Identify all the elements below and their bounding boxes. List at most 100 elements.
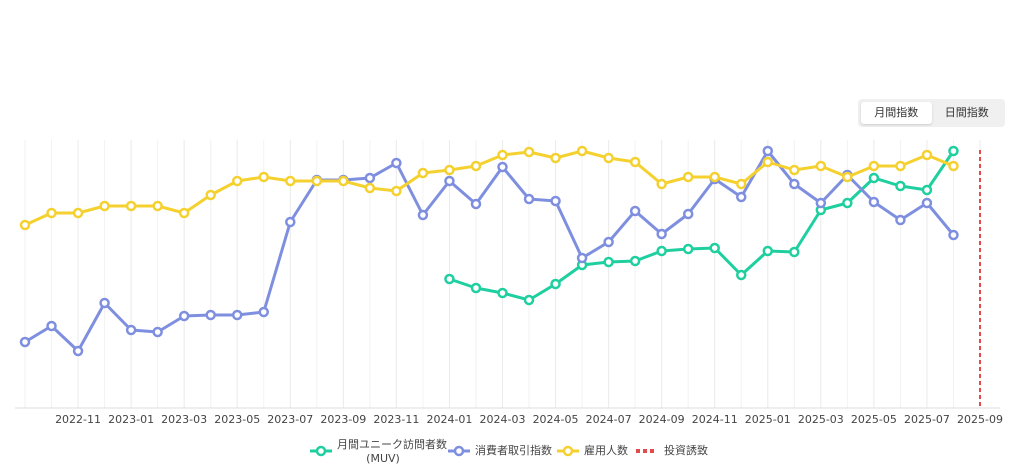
point [19,219,31,231]
point [444,164,455,176]
point [948,145,959,157]
x-tick-label: 2025-03 [798,413,844,426]
point [762,156,774,168]
point [231,175,243,187]
point [868,196,880,208]
point [444,273,455,285]
legend-label: 投資誘致 [664,443,708,457]
point [895,180,906,192]
toggle-option[interactable]: 月間指数 [861,102,932,124]
point [364,172,376,184]
point [629,255,641,267]
point [338,174,349,186]
point [258,306,269,318]
point [948,229,959,241]
point [391,185,402,197]
point [815,197,827,209]
point [550,152,561,164]
point [178,207,190,219]
x-tick-label: 2023-05 [214,413,260,426]
legend-sublabel: (MUV) [366,452,400,465]
point [231,309,243,321]
point [470,160,482,172]
point [99,200,110,212]
point [523,193,535,205]
point [895,214,906,226]
point [470,282,482,294]
point [285,175,296,187]
point [736,191,747,203]
toggle-option[interactable]: 日間指数 [944,106,989,119]
x-tick-label: 2024-03 [480,413,526,426]
point [125,200,137,212]
point [762,245,774,257]
point [736,269,747,281]
point [842,171,853,183]
point [99,297,110,309]
legend-marker [562,445,574,457]
point [629,156,641,168]
point [656,245,667,257]
point [417,167,429,179]
point [895,160,906,172]
point [921,149,933,161]
x-tick-label: 2023-11 [373,413,419,426]
point [603,256,614,268]
x-tick-label: 2025-07 [904,413,950,426]
point [72,345,84,357]
x-tick-label: 2023-01 [108,413,154,426]
point [178,310,190,322]
point [205,189,216,201]
point [842,197,853,209]
x-tick-label: 2025-05 [851,413,897,426]
point [523,146,535,158]
point [789,246,800,258]
x-tick-label: 2024-11 [692,413,738,426]
series-line [24,149,955,227]
x-tick-label: 2023-09 [320,413,366,426]
point [789,178,800,190]
point [682,171,694,183]
point [682,243,694,255]
point [46,207,57,219]
point [656,178,667,190]
point [311,175,323,187]
point [656,228,667,240]
point [868,172,880,184]
point [364,182,376,194]
x-tick-label: 2024-01 [426,413,472,426]
point [842,169,853,181]
point [125,324,137,336]
point [205,309,216,321]
legend-label: 月間ユニーク訪問者数 [337,437,447,451]
series-line [24,149,955,353]
x-tick-label: 2025-01 [745,413,791,426]
point [709,173,720,185]
point [19,336,31,348]
point [391,157,402,169]
point [258,171,269,183]
point [550,195,561,207]
point [417,209,429,221]
point [46,320,57,332]
x-tick-label: 2022-11 [55,413,101,426]
x-tick-label: 2023-03 [161,413,207,426]
point [444,175,455,187]
point [576,259,588,271]
point [603,236,614,248]
point [497,161,508,173]
point [868,160,880,172]
point [709,171,720,183]
point [550,278,561,290]
point [311,174,323,186]
legend-label: 雇用人数 [584,443,628,457]
point [576,145,588,157]
point [948,160,959,172]
x-tick-label: 2024-05 [533,413,579,426]
point [921,197,933,209]
point [152,326,163,338]
x-tick-label: 2023-07 [267,413,313,426]
point [338,175,349,187]
